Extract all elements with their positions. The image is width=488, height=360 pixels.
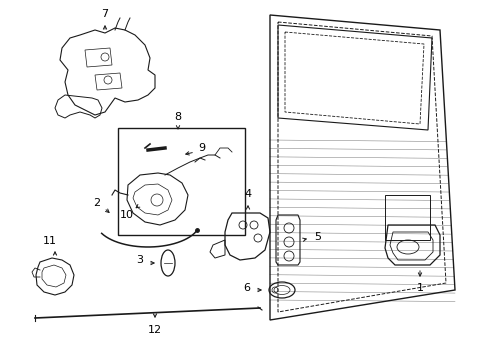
Text: 12: 12	[148, 325, 162, 335]
Text: 1: 1	[416, 283, 423, 293]
Text: 11: 11	[43, 236, 57, 246]
Text: 6: 6	[243, 283, 250, 293]
Bar	[118, 128, 244, 235]
Text: 5: 5	[314, 232, 321, 242]
Text: 3: 3	[136, 255, 143, 265]
Text: 10: 10	[120, 210, 134, 220]
Text: 2: 2	[93, 198, 101, 208]
Text: 4: 4	[244, 189, 251, 199]
Text: 7: 7	[101, 9, 108, 19]
Text: 9: 9	[198, 143, 205, 153]
Text: 8: 8	[174, 112, 181, 122]
